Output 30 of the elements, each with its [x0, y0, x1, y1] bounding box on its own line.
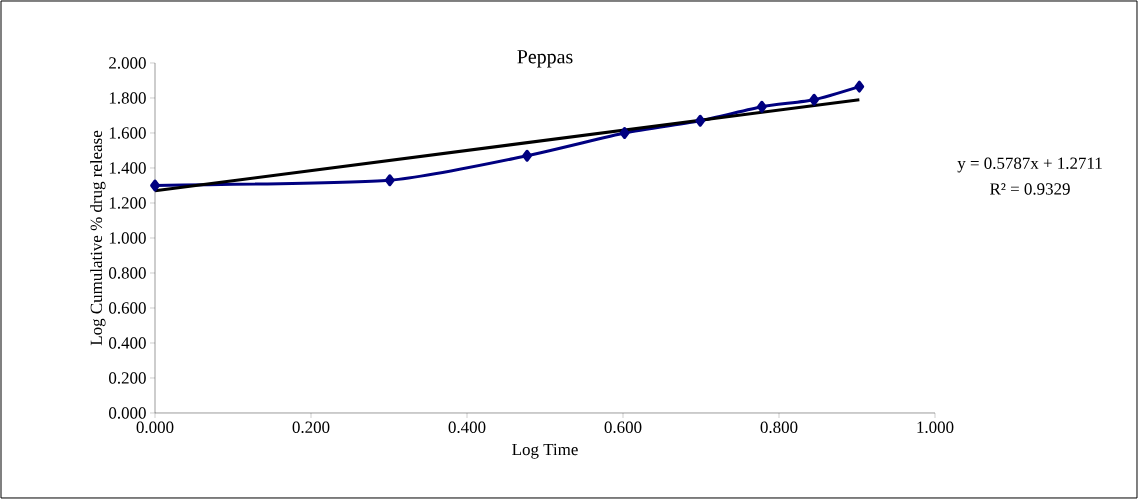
point: [756, 100, 767, 113]
x-tick-label: 0.800: [760, 421, 798, 433]
x-tick-label: 0.200: [292, 421, 330, 433]
point: [695, 114, 706, 127]
point: [619, 126, 630, 139]
y-axis-title: Log Cumulative % drug release: [90, 130, 106, 346]
x-axis-title: Log Time: [512, 443, 578, 459]
y-tick-label: 1.600: [109, 127, 146, 139]
text: R² = 0.9329: [990, 183, 1070, 195]
y-tick-label: 1.400: [109, 162, 146, 174]
y-tick-label: 0.000: [109, 407, 146, 419]
point: [809, 93, 819, 106]
point: [522, 149, 532, 162]
x-tick-label: 0.400: [448, 421, 486, 433]
y-tick-label: 1.000: [109, 232, 146, 244]
x-tick-label: 0.000: [136, 421, 174, 433]
y-tick-label: 0.200: [109, 372, 146, 384]
y-tick-label: 1.200: [109, 197, 146, 209]
point: [150, 179, 160, 192]
chart-title: Peppas: [517, 50, 573, 68]
x-tick-label: 1.000: [917, 421, 954, 433]
point: [384, 174, 395, 187]
text: y = 0.5787x + 1.2711: [957, 157, 1102, 173]
point: [854, 80, 865, 93]
y-tick-label: 0.800: [109, 267, 146, 279]
y-tick-label: 2.000: [109, 57, 146, 69]
y-tick-label: 0.600: [109, 302, 146, 314]
y-tick-label: 0.400: [109, 337, 146, 349]
x-tick-label: 0.600: [604, 421, 642, 433]
y-tick-label: 1.800: [109, 92, 146, 104]
